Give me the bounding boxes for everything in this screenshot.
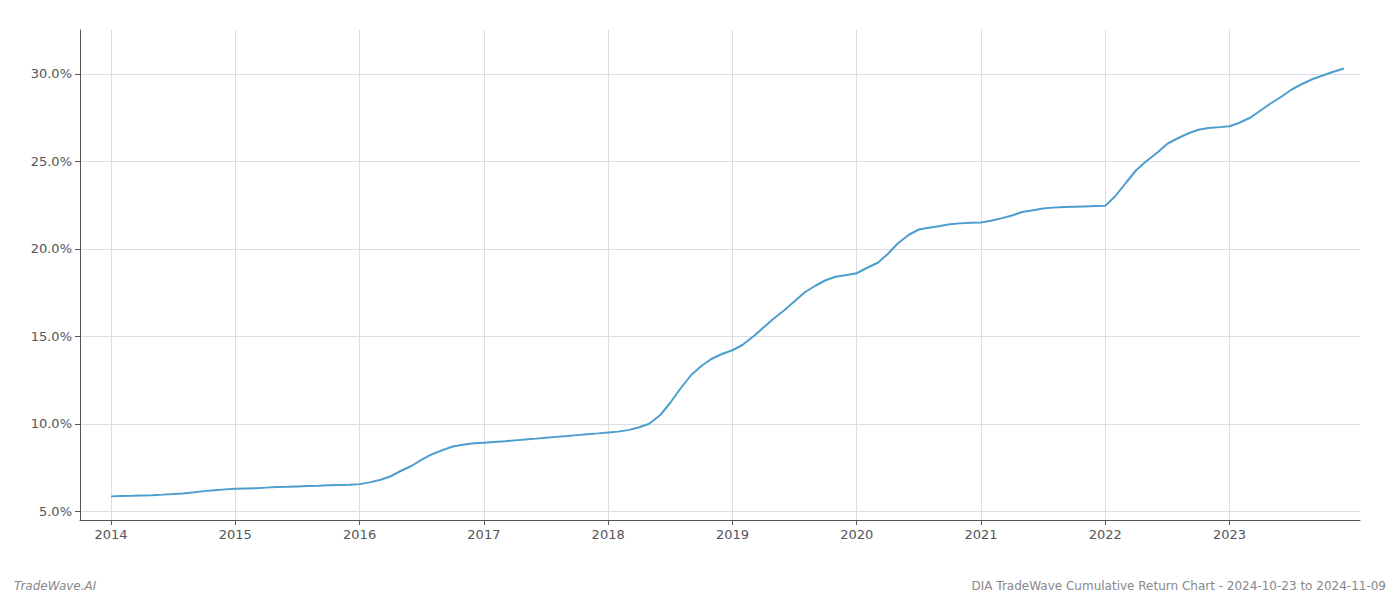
svg-text:2023: 2023 [1213, 527, 1246, 542]
svg-text:20.0%: 20.0% [31, 241, 72, 256]
svg-text:DIA TradeWave Cumulative Retur: DIA TradeWave Cumulative Return Chart - … [972, 579, 1386, 593]
svg-text:2019: 2019 [716, 527, 749, 542]
svg-text:2014: 2014 [95, 527, 128, 542]
svg-text:TradeWave.AI: TradeWave.AI [14, 579, 97, 593]
svg-text:15.0%: 15.0% [31, 329, 72, 344]
svg-text:2017: 2017 [467, 527, 500, 542]
svg-text:2022: 2022 [1089, 527, 1122, 542]
svg-text:2020: 2020 [840, 527, 873, 542]
svg-text:2015: 2015 [219, 527, 252, 542]
svg-text:10.0%: 10.0% [31, 416, 72, 431]
svg-text:2018: 2018 [592, 527, 625, 542]
svg-text:30.0%: 30.0% [31, 66, 72, 81]
svg-text:2016: 2016 [343, 527, 376, 542]
svg-text:2021: 2021 [964, 527, 997, 542]
svg-text:5.0%: 5.0% [39, 504, 72, 519]
svg-text:25.0%: 25.0% [31, 154, 72, 169]
